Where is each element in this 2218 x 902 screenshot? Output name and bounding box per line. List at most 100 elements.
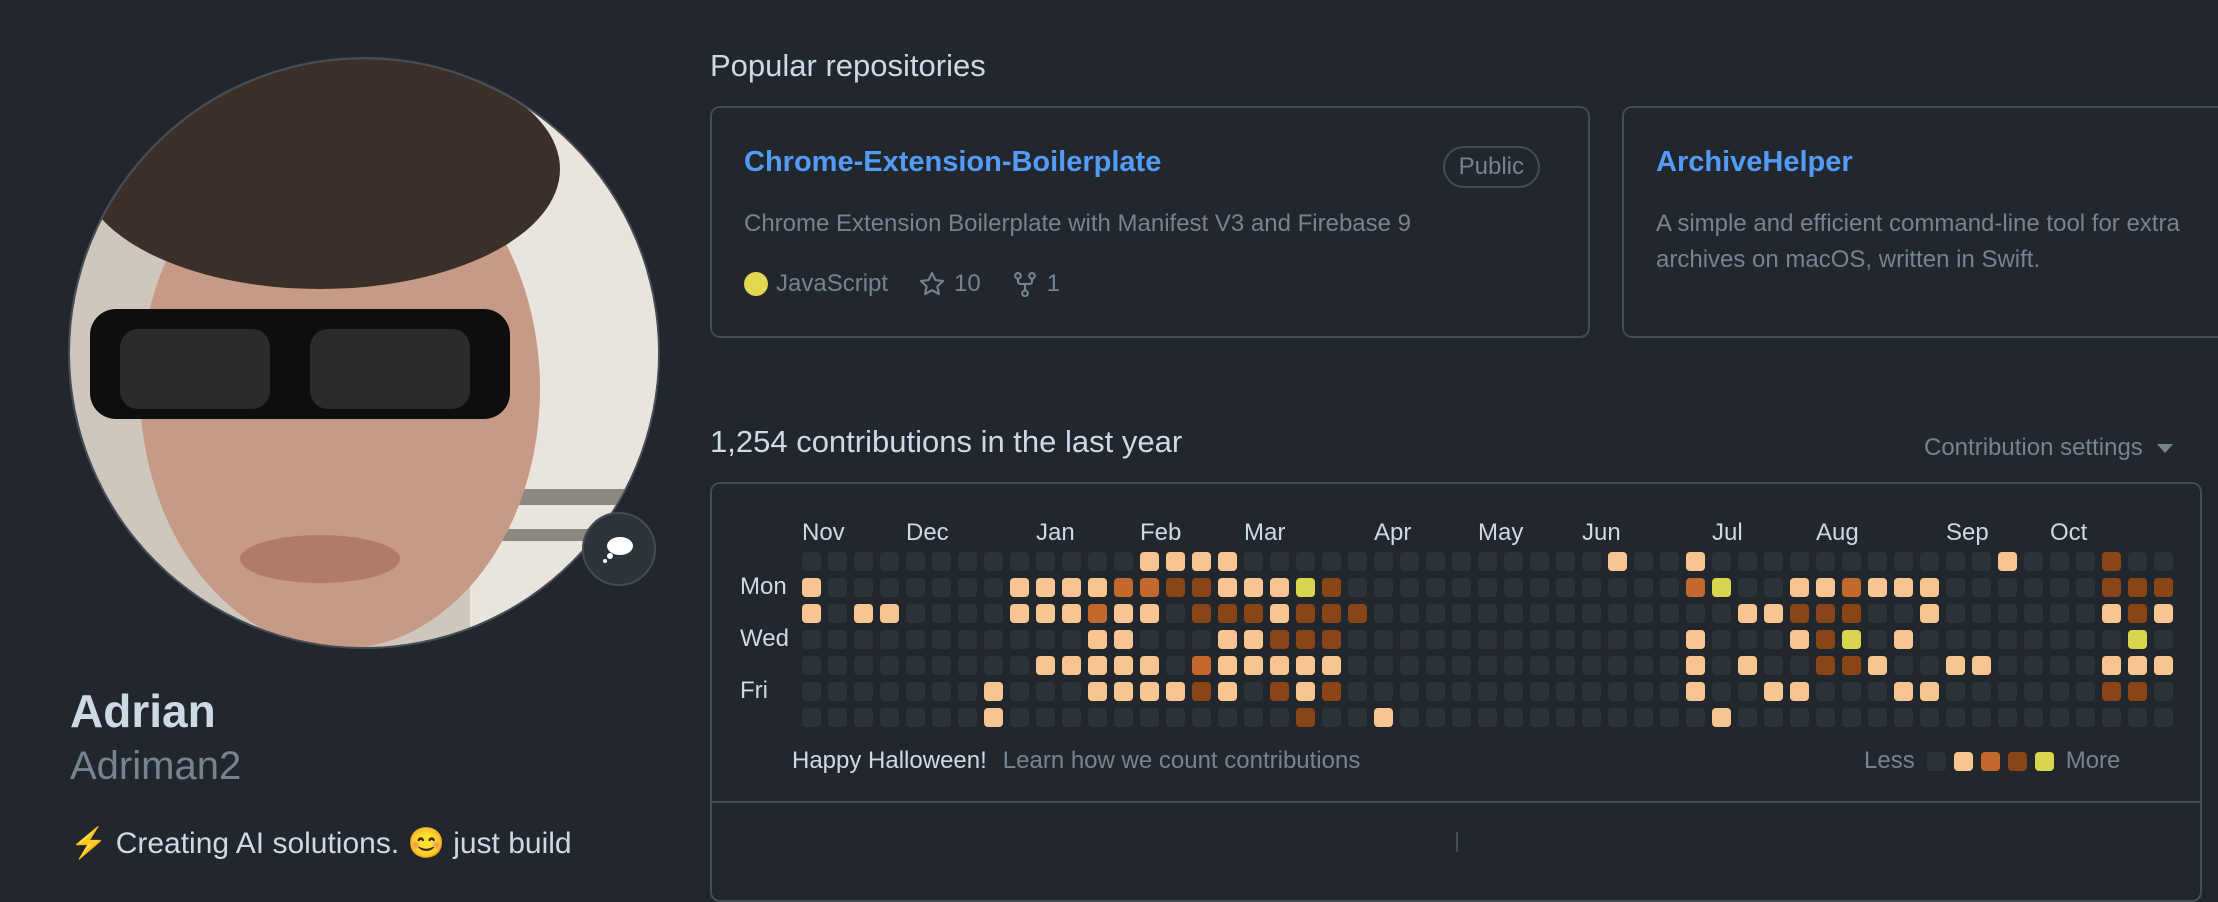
contribution-cell[interactable] <box>828 630 847 649</box>
contribution-cell[interactable] <box>1686 682 1705 701</box>
contribution-cell[interactable] <box>1712 552 1731 571</box>
contribution-cell[interactable] <box>2024 604 2043 623</box>
contribution-cell[interactable] <box>1218 552 1237 571</box>
contribution-cell[interactable] <box>1192 604 1211 623</box>
contribution-cell[interactable] <box>958 656 977 675</box>
contribution-cell[interactable] <box>1114 578 1133 597</box>
contribution-cell[interactable] <box>1634 552 1653 571</box>
contribution-cell[interactable] <box>1348 708 1367 727</box>
contribution-cell[interactable] <box>1816 708 1835 727</box>
contribution-cell[interactable] <box>1192 682 1211 701</box>
contribution-cell[interactable] <box>1946 708 1965 727</box>
contribution-cell[interactable] <box>2154 630 2173 649</box>
contribution-cell[interactable] <box>1322 656 1341 675</box>
contribution-cell[interactable] <box>984 656 1003 675</box>
contribution-cell[interactable] <box>1738 682 1757 701</box>
contribution-cell[interactable] <box>2128 552 2147 571</box>
contribution-cell[interactable] <box>1166 708 1185 727</box>
contribution-cell[interactable] <box>958 552 977 571</box>
contribution-cell[interactable] <box>932 604 951 623</box>
contribution-cell[interactable] <box>1036 708 1055 727</box>
contribution-cell[interactable] <box>2076 604 2095 623</box>
contribution-cell[interactable] <box>1842 552 1861 571</box>
contribution-cell[interactable] <box>802 552 821 571</box>
contribution-cell[interactable] <box>1686 552 1705 571</box>
contribution-cell[interactable] <box>1634 630 1653 649</box>
contribution-cell[interactable] <box>1738 604 1757 623</box>
contribution-cell[interactable] <box>1010 578 1029 597</box>
contribution-cell[interactable] <box>1036 552 1055 571</box>
contribution-cell[interactable] <box>1894 708 1913 727</box>
contribution-settings-dropdown[interactable]: Contribution settings <box>1924 434 2173 462</box>
contribution-cell[interactable] <box>1764 604 1783 623</box>
contribution-cell[interactable] <box>984 604 1003 623</box>
contribution-cell[interactable] <box>2076 552 2095 571</box>
contribution-cell[interactable] <box>1790 630 1809 649</box>
contribution-cell[interactable] <box>1712 578 1731 597</box>
contribution-cell[interactable] <box>1348 682 1367 701</box>
contribution-cell[interactable] <box>1608 604 1627 623</box>
contribution-cell[interactable] <box>1114 656 1133 675</box>
contribution-cell[interactable] <box>1712 604 1731 623</box>
contribution-cell[interactable] <box>1426 656 1445 675</box>
contribution-cell[interactable] <box>1478 604 1497 623</box>
contribution-cell[interactable] <box>854 604 873 623</box>
contribution-cell[interactable] <box>1322 682 1341 701</box>
contribution-cell[interactable] <box>1868 552 1887 571</box>
contribution-cell[interactable] <box>2076 630 2095 649</box>
contribution-cell[interactable] <box>1218 578 1237 597</box>
contribution-cell[interactable] <box>1140 630 1159 649</box>
contribution-cell[interactable] <box>1738 630 1757 649</box>
contribution-cell[interactable] <box>854 708 873 727</box>
contribution-cell[interactable] <box>1894 552 1913 571</box>
contribution-cell[interactable] <box>1478 630 1497 649</box>
contribution-cell[interactable] <box>1114 552 1133 571</box>
contribution-cell[interactable] <box>2050 604 2069 623</box>
contribution-cell[interactable] <box>2154 604 2173 623</box>
contribution-cell[interactable] <box>1712 708 1731 727</box>
contribution-cell[interactable] <box>1894 604 1913 623</box>
contribution-cell[interactable] <box>958 578 977 597</box>
contribution-cell[interactable] <box>1270 578 1289 597</box>
contribution-cell[interactable] <box>2154 578 2173 597</box>
contribution-cell[interactable] <box>1712 682 1731 701</box>
contribution-cell[interactable] <box>1062 604 1081 623</box>
contribution-cell[interactable] <box>1426 682 1445 701</box>
repo-link[interactable]: ArchiveHelper <box>1656 146 1853 178</box>
contribution-cell[interactable] <box>1140 604 1159 623</box>
contribution-cell[interactable] <box>1192 630 1211 649</box>
contribution-cell[interactable] <box>1296 708 1315 727</box>
contribution-cell[interactable] <box>2076 708 2095 727</box>
contribution-cell[interactable] <box>1504 578 1523 597</box>
contribution-cell[interactable] <box>1244 578 1263 597</box>
contribution-cell[interactable] <box>1088 656 1107 675</box>
contribution-cell[interactable] <box>1426 630 1445 649</box>
contribution-cell[interactable] <box>1166 682 1185 701</box>
contribution-cell[interactable] <box>1452 552 1471 571</box>
contribution-cell[interactable] <box>1036 604 1055 623</box>
contribution-cell[interactable] <box>1582 552 1601 571</box>
contribution-cell[interactable] <box>1088 552 1107 571</box>
contribution-cell[interactable] <box>1894 630 1913 649</box>
contribution-cell[interactable] <box>1244 630 1263 649</box>
contribution-cell[interactable] <box>1270 630 1289 649</box>
contribution-cell[interactable] <box>1790 682 1809 701</box>
contribution-cell[interactable] <box>1062 656 1081 675</box>
contribution-cell[interactable] <box>2076 682 2095 701</box>
contribution-cell[interactable] <box>1348 630 1367 649</box>
contribution-cell[interactable] <box>1868 682 1887 701</box>
contribution-cell[interactable] <box>2128 578 2147 597</box>
contribution-cell[interactable] <box>1322 578 1341 597</box>
contribution-cell[interactable] <box>880 682 899 701</box>
contribution-cell[interactable] <box>932 682 951 701</box>
contribution-cell[interactable] <box>1842 682 1861 701</box>
contribution-cell[interactable] <box>1452 682 1471 701</box>
contribution-cell[interactable] <box>1556 708 1575 727</box>
contribution-cell[interactable] <box>2024 552 2043 571</box>
contribution-cell[interactable] <box>880 656 899 675</box>
contribution-cell[interactable] <box>1270 552 1289 571</box>
contribution-cell[interactable] <box>2024 656 2043 675</box>
contribution-cell[interactable] <box>1764 708 1783 727</box>
contribution-cell[interactable] <box>1764 552 1783 571</box>
contribution-cell[interactable] <box>1582 708 1601 727</box>
